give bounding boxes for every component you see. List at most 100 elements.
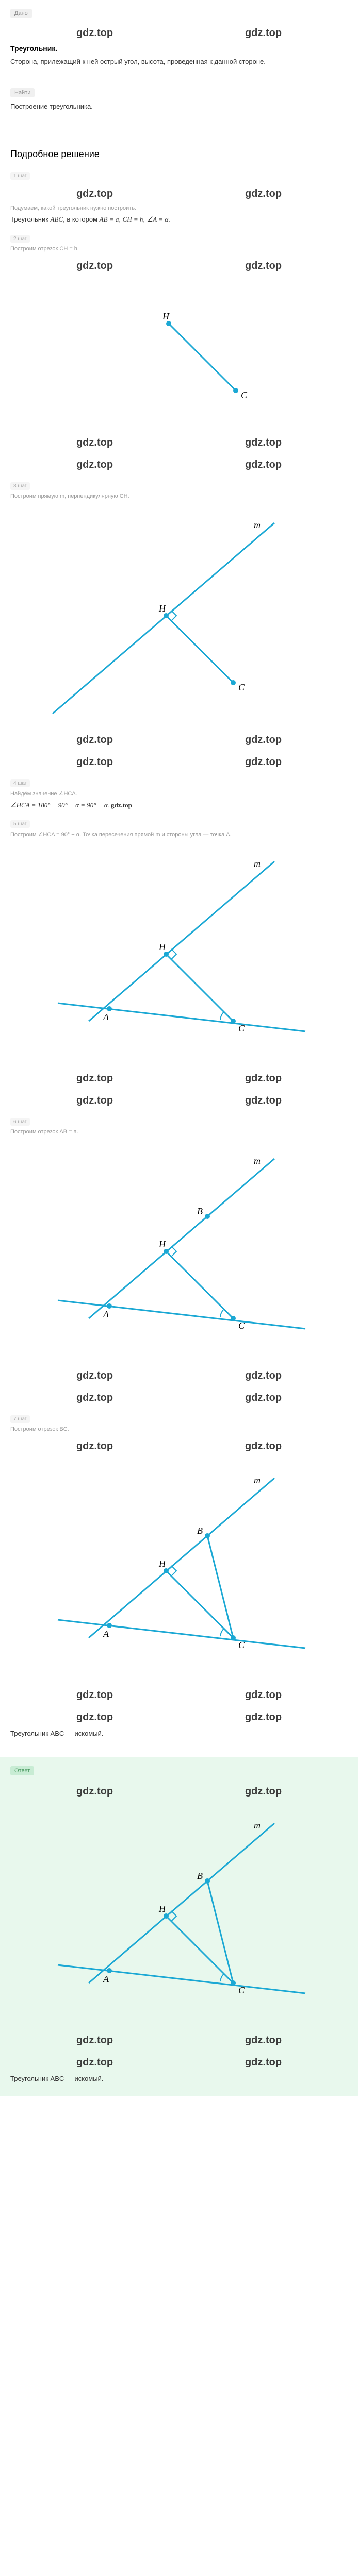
watermark: gdz.top: [76, 756, 113, 768]
step-6-label: 6 шаг: [10, 1118, 30, 1126]
diagram-step-6: m H C A B: [10, 1138, 348, 1365]
watermark: gdz.top: [245, 756, 282, 768]
watermark-row: gdz.top gdz.top: [10, 2029, 348, 2052]
watermark: gdz.top: [76, 459, 113, 471]
watermark: gdz.top: [76, 27, 113, 39]
watermark-row: gdz.top gdz.top: [10, 1435, 348, 1458]
answer-label: Ответ: [10, 1766, 34, 1775]
watermark-row: gdz.top gdz.top: [10, 2052, 348, 2074]
label-A: A: [103, 1629, 109, 1639]
watermark: gdz.top: [76, 2057, 113, 2069]
diagram-answer: m H C A B: [10, 1803, 348, 2029]
watermark: gdz.top: [111, 801, 132, 809]
label-m: m: [254, 858, 261, 869]
step-5-text: Построим ∠HCA = 90° − α. Точка пересечен…: [10, 831, 348, 838]
step-1-hint: Подумаем, какой треугольник нужно постро…: [10, 205, 348, 211]
label-A: A: [103, 1309, 109, 1319]
label-H: H: [158, 1904, 166, 1914]
watermark-row: gdz.top gdz.top: [10, 1706, 348, 1728]
watermark-row: gdz.top gdz.top: [10, 22, 348, 44]
step-1-text: Треугольник ABC, в котором AB = a, CH = …: [10, 214, 348, 225]
watermark-row: gdz.top gdz.top: [10, 729, 348, 751]
watermark: gdz.top: [76, 1392, 113, 1404]
watermark: gdz.top: [245, 1689, 282, 1701]
watermark: gdz.top: [76, 1786, 113, 1798]
step-6-text: Построим отрезок AB = a.: [10, 1129, 348, 1135]
label-C: C: [238, 1985, 245, 1995]
step-1-label: 1 шаг: [10, 172, 30, 180]
watermark: gdz.top: [245, 734, 282, 746]
find-text: Построение треугольника.: [10, 101, 348, 112]
watermark: gdz.top: [245, 1370, 282, 1382]
label-H: H: [158, 1239, 166, 1249]
watermark: gdz.top: [245, 260, 282, 272]
watermark-row: gdz.top gdz.top: [10, 1684, 348, 1706]
label-C: C: [241, 390, 248, 400]
watermark: gdz.top: [76, 1073, 113, 1084]
watermark-row: gdz.top gdz.top: [10, 1781, 348, 1803]
watermark: gdz.top: [245, 2057, 282, 2069]
step-4-formula: ∠HCA = 180° − 90° − α = 90° − α. gdz.top: [10, 800, 348, 810]
label-B: B: [197, 1526, 203, 1536]
watermark: gdz.top: [76, 1711, 113, 1723]
diagram-step-3: m H C: [10, 502, 348, 729]
step-4-text: Найдём значение ∠HCA.: [10, 790, 348, 797]
watermark-row: gdz.top gdz.top: [10, 751, 348, 773]
label-m: m: [254, 1475, 261, 1485]
label-A: A: [103, 1974, 109, 1984]
watermark: gdz.top: [76, 1689, 113, 1701]
watermark: gdz.top: [245, 27, 282, 39]
diagram-step-2: H C: [10, 277, 348, 432]
watermark: gdz.top: [76, 188, 113, 200]
diagram-step-7: m H C A B: [10, 1458, 348, 1684]
label-C: C: [238, 1023, 245, 1033]
watermark: gdz.top: [76, 1095, 113, 1107]
watermark: gdz.top: [76, 734, 113, 746]
watermark: gdz.top: [245, 188, 282, 200]
solution-heading: Подробное решение: [10, 149, 348, 160]
watermark-row: gdz.top gdz.top: [10, 255, 348, 277]
watermark-row: gdz.top gdz.top: [10, 1090, 348, 1112]
label-m: m: [254, 1820, 261, 1831]
step-2-label: 2 шаг: [10, 235, 30, 243]
label-C: C: [238, 682, 245, 692]
label-C: C: [238, 1320, 245, 1331]
label-m: m: [254, 520, 261, 530]
given-label: Дано: [10, 9, 32, 18]
watermark: gdz.top: [76, 2035, 113, 2046]
step-4-label: 4 шаг: [10, 779, 30, 787]
step-3-text: Построим прямую m, перпендикулярную CH.: [10, 493, 348, 499]
label-m: m: [254, 1156, 261, 1166]
watermark: gdz.top: [245, 2035, 282, 2046]
watermark: gdz.top: [245, 437, 282, 449]
watermark: gdz.top: [76, 437, 113, 449]
watermark: gdz.top: [245, 1073, 282, 1084]
label-H: H: [158, 942, 166, 952]
given-title: Треугольник.: [10, 44, 348, 53]
watermark: gdz.top: [245, 1786, 282, 1798]
answer-section: Ответ gdz.top gdz.top m H C A B gdz.top …: [0, 1757, 358, 2096]
label-H: H: [158, 603, 166, 614]
label-H: H: [158, 1558, 166, 1569]
watermark-row: gdz.top gdz.top: [10, 1365, 348, 1387]
final-text: Треугольник ABC — искомый.: [10, 1728, 348, 1739]
label-B: B: [197, 1871, 203, 1881]
watermark-row: gdz.top gdz.top: [10, 183, 348, 205]
watermark-row: gdz.top gdz.top: [10, 1387, 348, 1409]
step-7-label: 7 шаг: [10, 1415, 30, 1423]
watermark-row: gdz.top gdz.top: [10, 454, 348, 476]
given-text: Сторона, прилежащий к ней острый угол, в…: [10, 57, 348, 67]
watermark: gdz.top: [76, 1370, 113, 1382]
watermark: gdz.top: [245, 1440, 282, 1452]
label-H: H: [162, 311, 170, 321]
step-7-text: Построим отрезок BC.: [10, 1426, 348, 1432]
diagram-step-5: m H C A: [10, 841, 348, 1067]
step-2-text: Построим отрезок CH = h.: [10, 246, 348, 252]
watermark: gdz.top: [245, 459, 282, 471]
label-A: A: [103, 1012, 109, 1022]
watermark: gdz.top: [245, 1095, 282, 1107]
watermark: gdz.top: [245, 1392, 282, 1404]
step-3-label: 3 шаг: [10, 482, 30, 490]
watermark: gdz.top: [245, 1711, 282, 1723]
label-B: B: [197, 1206, 203, 1216]
